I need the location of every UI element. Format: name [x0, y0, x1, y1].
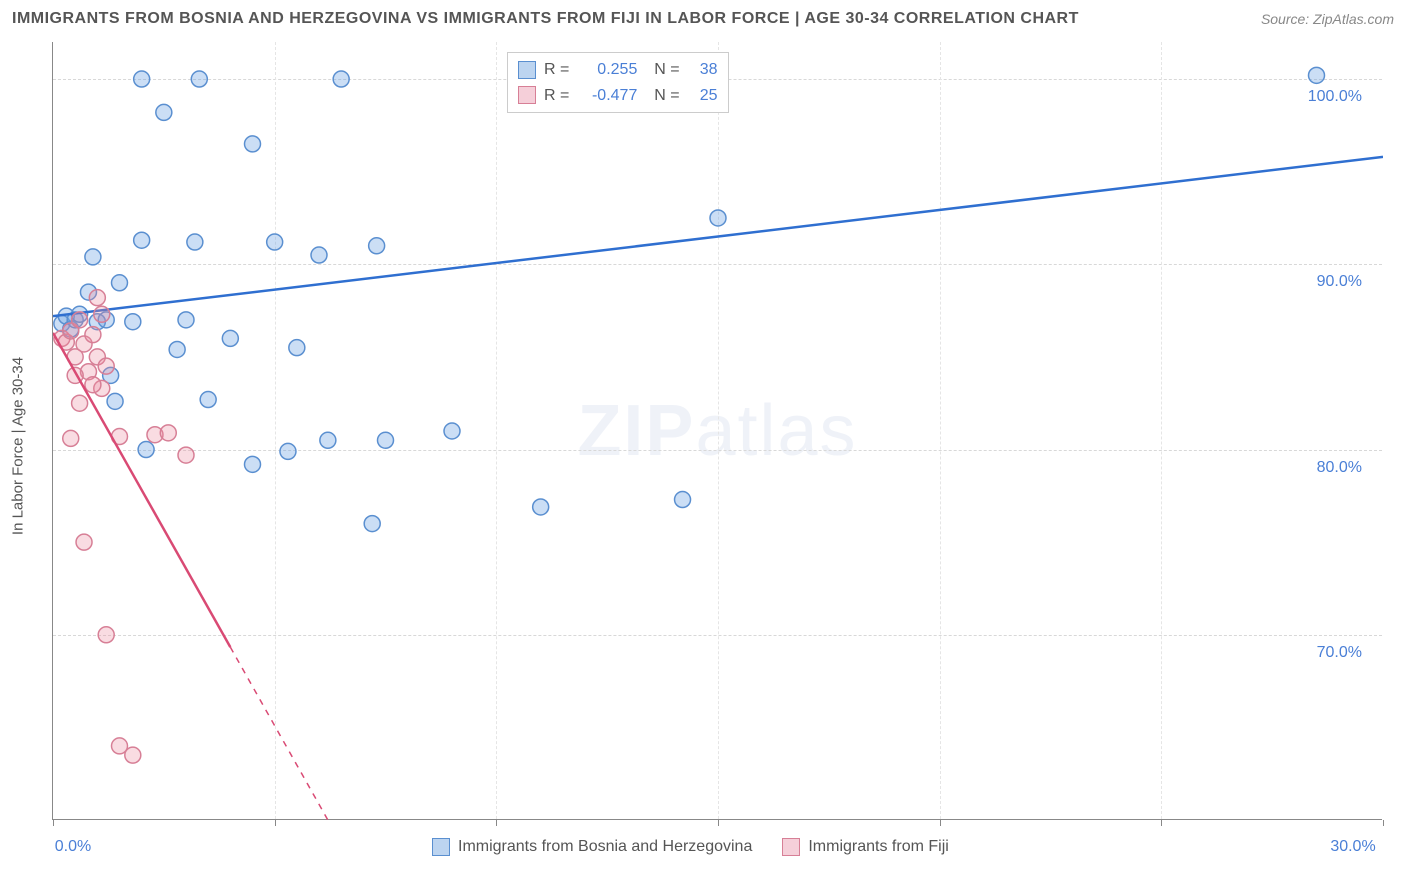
scatter-point [169, 341, 185, 357]
trend-line-solid [53, 333, 230, 647]
scatter-point [280, 443, 296, 459]
x-tick-mark [718, 820, 719, 826]
x-tick-mark [275, 820, 276, 826]
x-tick-mark [1161, 820, 1162, 826]
scatter-point [267, 234, 283, 250]
scatter-point [369, 238, 385, 254]
r-label: R = [544, 57, 569, 83]
x-tick-mark [1383, 820, 1384, 826]
scatter-svg [53, 42, 1383, 820]
scatter-point [125, 747, 141, 763]
scatter-point [98, 358, 114, 374]
r-value: 0.255 [577, 57, 637, 83]
scatter-point [245, 136, 261, 152]
scatter-point [72, 395, 88, 411]
n-value: 25 [688, 83, 718, 109]
scatter-point [533, 499, 549, 515]
scatter-point [112, 275, 128, 291]
scatter-point [320, 432, 336, 448]
correlation-legend: R = 0.255 N = 38 R = -0.477 N = 25 [507, 52, 729, 113]
scatter-point [1309, 67, 1325, 83]
scatter-point [710, 210, 726, 226]
legend-swatch [518, 61, 536, 79]
x-tick-mark [53, 820, 54, 826]
legend-series-item: Immigrants from Bosnia and Herzegovina [432, 838, 752, 856]
legend-series-item: Immigrants from Fiji [782, 838, 948, 856]
r-label: R = [544, 83, 569, 109]
legend-correlation-row: R = -0.477 N = 25 [518, 83, 718, 109]
scatter-point [378, 432, 394, 448]
chart-header: IMMIGRANTS FROM BOSNIA AND HERZEGOVINA V… [12, 10, 1394, 28]
scatter-point [187, 234, 203, 250]
scatter-point [63, 430, 79, 446]
x-tick-mark [496, 820, 497, 826]
scatter-point [675, 492, 691, 508]
scatter-point [289, 340, 305, 356]
series-legend: Immigrants from Bosnia and Herzegovina Im… [432, 838, 949, 856]
scatter-point [85, 249, 101, 265]
scatter-point [156, 104, 172, 120]
x-tick-mark [940, 820, 941, 826]
x-tick-label: 30.0% [1330, 838, 1375, 856]
scatter-point [76, 534, 92, 550]
scatter-point [98, 627, 114, 643]
legend-swatch [432, 838, 450, 856]
y-tick-label: 90.0% [1317, 273, 1362, 291]
y-tick-label: 100.0% [1308, 88, 1362, 106]
scatter-point [72, 312, 88, 328]
legend-correlation-row: R = 0.255 N = 38 [518, 57, 718, 83]
legend-series-label: Immigrants from Bosnia and Herzegovina [458, 838, 752, 856]
scatter-point [444, 423, 460, 439]
scatter-point [364, 516, 380, 532]
legend-swatch [518, 86, 536, 104]
scatter-point [85, 377, 101, 393]
scatter-point [160, 425, 176, 441]
scatter-point [138, 442, 154, 458]
source-label: Source: ZipAtlas.com [1261, 11, 1394, 27]
r-value: -0.477 [577, 83, 637, 109]
scatter-point [191, 71, 207, 87]
scatter-point [134, 71, 150, 87]
legend-series-label: Immigrants from Fiji [808, 838, 948, 856]
x-tick-label: 0.0% [55, 838, 91, 856]
chart-title: IMMIGRANTS FROM BOSNIA AND HERZEGOVINA V… [12, 10, 1079, 28]
scatter-point [311, 247, 327, 263]
scatter-point [134, 232, 150, 248]
scatter-point [178, 447, 194, 463]
scatter-point [222, 330, 238, 346]
trend-line-dashed [230, 647, 328, 820]
y-tick-label: 70.0% [1317, 644, 1362, 662]
scatter-point [107, 393, 123, 409]
scatter-point [200, 392, 216, 408]
n-label: N = [645, 83, 679, 109]
n-label: N = [645, 57, 679, 83]
scatter-point [89, 290, 105, 306]
legend-swatch [782, 838, 800, 856]
y-tick-label: 80.0% [1317, 459, 1362, 477]
scatter-point [333, 71, 349, 87]
y-axis-title: In Labor Force | Age 30-34 [10, 357, 27, 535]
scatter-point [125, 314, 141, 330]
scatter-point [85, 327, 101, 343]
trend-line [53, 157, 1383, 316]
scatter-point [178, 312, 194, 328]
plot-area: ZIPatlas R =0.255 N =38R =-0.477 N =25 7… [52, 42, 1382, 820]
scatter-point [94, 306, 110, 322]
n-value: 38 [688, 57, 718, 83]
scatter-point [245, 456, 261, 472]
